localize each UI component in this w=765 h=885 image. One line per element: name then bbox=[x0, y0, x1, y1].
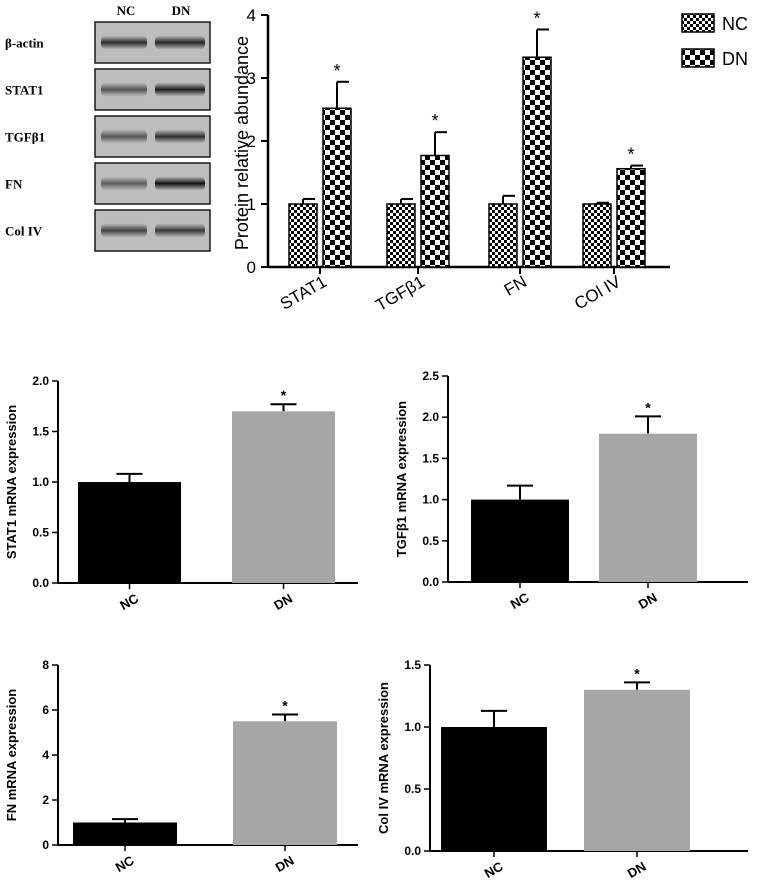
blot-label-col-iv: Col IV bbox=[5, 224, 43, 239]
blot-label-actin: β-actin bbox=[5, 36, 44, 51]
fn-mrna-bar-nc bbox=[73, 822, 177, 845]
fn-mrna-y-tick-label: 8 bbox=[42, 658, 49, 672]
stat1-mrna-chart: 0.0 0.5 1.0 1.5 2.0 STAT1 mRNA expression NC DN… bbox=[4, 374, 358, 613]
stat1-mrna-y-axis-label: STAT1 mRNA expression bbox=[4, 405, 19, 559]
blot-band-dn-stat1 bbox=[155, 82, 205, 97]
protein-y-tick-label: 3 bbox=[247, 69, 256, 88]
protein-y-axis-label: Protein relative abundance bbox=[232, 36, 252, 250]
protein-significance-marker: * bbox=[431, 111, 438, 131]
col4-mrna-y-tick-label: 0.5 bbox=[404, 782, 421, 796]
protein-bar-dn-fn bbox=[522, 56, 552, 268]
tgfb1-mrna-y-tick-label: 1.0 bbox=[422, 493, 439, 507]
protein-y-tick-label: 2 bbox=[247, 132, 256, 151]
protein-y-tick-label: 1 bbox=[247, 195, 256, 214]
legend-label-nc: NC bbox=[722, 14, 748, 34]
stat1-mrna-bar-dn bbox=[232, 411, 335, 583]
col4-mrna-y-tick-label: 1.0 bbox=[404, 720, 421, 734]
tgfb1-mrna-significance-marker: * bbox=[645, 399, 651, 415]
blot-band-dn-col-iv bbox=[155, 223, 205, 238]
stat1-mrna-significance-marker: * bbox=[281, 387, 287, 403]
protein-bar-dn-stat1 bbox=[322, 107, 352, 268]
col4-mrna-x-tick-label-dn: DN bbox=[625, 859, 649, 881]
tgfb1-mrna-y-tick-label: 0.5 bbox=[422, 534, 439, 548]
protein-bar-nc-fn bbox=[488, 203, 518, 268]
legend-swatch-dn bbox=[681, 48, 715, 68]
stat1-mrna-y-tick-label: 2.0 bbox=[32, 374, 49, 388]
protein-x-tick-label-tgf-1: TGFβ1 bbox=[372, 272, 428, 315]
col4-mrna-bar-dn bbox=[584, 689, 690, 851]
tgfb1-mrna-y-tick-label: 0.0 bbox=[422, 575, 439, 589]
blot-band-nc-tgf-1 bbox=[101, 129, 147, 144]
tgfb1-mrna-bar-nc bbox=[471, 499, 569, 582]
protein-bar-dn-tgf-1 bbox=[420, 154, 450, 268]
blot-band-nc-col-iv bbox=[101, 223, 147, 238]
protein-significance-marker: * bbox=[627, 145, 634, 165]
fn-mrna-y-tick-label: 4 bbox=[42, 748, 49, 762]
tgfb1-mrna-chart: 0.0 0.5 1.0 1.5 2.0 2.5 TGFβ1 mRNA expression N… bbox=[394, 369, 748, 612]
blot-label-tgf-1: TGFβ1 bbox=[5, 130, 45, 145]
blot-label-fn: FN bbox=[5, 177, 23, 192]
blot-label-stat1: STAT1 bbox=[5, 83, 44, 98]
blot-lane-label-dn: DN bbox=[172, 3, 191, 18]
blot-lane-label-nc: NC bbox=[117, 3, 136, 18]
tgfb1-mrna-x-tick-label-dn: DN bbox=[636, 590, 660, 612]
protein-y-tick-label: 4 bbox=[247, 6, 256, 25]
tgfb1-mrna-y-tick-label: 2.0 bbox=[422, 410, 439, 424]
legend-swatch-nc bbox=[681, 13, 715, 33]
stat1-mrna-y-tick-label: 1.0 bbox=[32, 475, 49, 489]
protein-significance-marker: * bbox=[533, 8, 540, 28]
tgfb1-mrna-x-tick-label-nc: NC bbox=[508, 589, 532, 612]
protein-bar-dn-col-iv bbox=[616, 167, 646, 268]
protein-bar-nc-col-iv bbox=[582, 203, 612, 268]
blot-band-nc-actin bbox=[101, 35, 147, 50]
col4-mrna-y-tick-label: 1.5 bbox=[404, 658, 421, 672]
fn-mrna-x-tick-label-nc: NC bbox=[113, 852, 137, 875]
fn-mrna-significance-marker: * bbox=[282, 698, 288, 714]
blot-band-dn-actin bbox=[155, 35, 205, 50]
protein-bar-nc-tgf-1 bbox=[386, 203, 416, 268]
tgfb1-mrna-bar-dn bbox=[599, 433, 697, 582]
fn-mrna-y-axis-label: FN mRNA expression bbox=[4, 689, 19, 821]
stat1-mrna-bar-nc bbox=[78, 482, 181, 583]
fn-mrna-x-tick-label-dn: DN bbox=[273, 853, 297, 875]
col4-mrna-bar-nc bbox=[441, 727, 547, 851]
blot-band-dn-fn bbox=[155, 176, 205, 191]
tgfb1-mrna-y-tick-label: 1.5 bbox=[422, 451, 439, 465]
protein-x-tick-label-col-iv: COl IV bbox=[571, 272, 624, 314]
stat1-mrna-x-tick-label-dn: DN bbox=[271, 591, 295, 613]
tgfb1-mrna-y-tick-label: 2.5 bbox=[422, 369, 439, 383]
blot-band-nc-stat1 bbox=[101, 82, 147, 97]
stat1-mrna-y-tick-label: 1.5 bbox=[32, 425, 49, 439]
legend-label-dn: DN bbox=[722, 49, 748, 69]
stat1-mrna-x-tick-label-nc: NC bbox=[117, 590, 141, 613]
fn-mrna-bar-dn bbox=[233, 721, 337, 845]
protein-abundance-chart: 0 1 2 3 4 Protein relative abundance STAT1 * TGF… bbox=[232, 6, 748, 315]
col4-mrna-x-tick-label-nc: NC bbox=[482, 858, 506, 881]
protein-x-tick-label-stat1: STAT1 bbox=[277, 272, 330, 314]
tgfb1-mrna-y-axis-label: TGFβ1 mRNA expression bbox=[394, 401, 409, 557]
western-blot-panel: NC DN β-actin STAT1 TGFβ1 FN Col IV bbox=[5, 3, 211, 252]
blot-band-nc-fn bbox=[101, 176, 147, 191]
col4-mrna-y-tick-label: 0.0 bbox=[404, 844, 421, 858]
stat1-mrna-y-tick-label: 0.0 bbox=[32, 576, 49, 590]
fn-mrna-chart: 0 2 4 6 8 FN mRNA expression NC DN * bbox=[4, 658, 358, 875]
stat1-mrna-y-tick-label: 0.5 bbox=[32, 526, 49, 540]
col4-mrna-y-axis-label: Col IV mRNA expression bbox=[376, 682, 391, 834]
protein-x-tick-label-fn: FN bbox=[501, 272, 530, 300]
col4-mrna-chart: 0.0 0.5 1.0 1.5 Col IV mRNA expression NC DN * bbox=[376, 658, 748, 881]
protein-y-tick-label: 0 bbox=[247, 258, 256, 277]
col4-mrna-significance-marker: * bbox=[634, 665, 640, 681]
protein-significance-marker: * bbox=[333, 61, 340, 81]
protein-bar-nc-stat1 bbox=[288, 203, 318, 268]
fn-mrna-y-tick-label: 0 bbox=[42, 838, 49, 852]
fn-mrna-y-tick-label: 6 bbox=[42, 703, 49, 717]
fn-mrna-y-tick-label: 2 bbox=[42, 793, 49, 807]
blot-band-dn-tgf-1 bbox=[155, 129, 205, 144]
